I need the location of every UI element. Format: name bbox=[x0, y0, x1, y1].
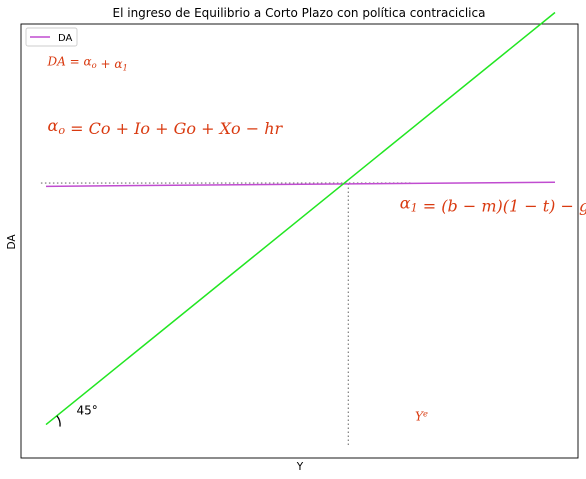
plot-frame bbox=[20, 23, 579, 459]
annotation-ye: Ye bbox=[415, 408, 428, 423]
legend-label-da: DA bbox=[58, 33, 73, 44]
annotation-alpha-1: α1 = (b − m)(1 − t) − g bbox=[400, 193, 586, 215]
x-axis-label: Y bbox=[296, 461, 304, 473]
legend: DA bbox=[25, 27, 78, 47]
annotation-da-equation: DA = αo + α1 bbox=[47, 55, 128, 73]
annotation-alpha-o: αo = Co + Io + Go + Xo − hr bbox=[48, 116, 284, 138]
chart-title: El ingreso de Equilibrio a Corto Plazo c… bbox=[113, 6, 486, 20]
angle-arc-icon bbox=[56, 415, 61, 427]
series-45-degree-line bbox=[45, 11, 556, 426]
y-axis-label: DA bbox=[6, 234, 18, 250]
legend-box bbox=[25, 27, 78, 47]
annotation-45-degrees: 45° bbox=[77, 403, 98, 417]
series-da-line bbox=[45, 181, 556, 188]
plot-layer bbox=[40, 11, 556, 445]
